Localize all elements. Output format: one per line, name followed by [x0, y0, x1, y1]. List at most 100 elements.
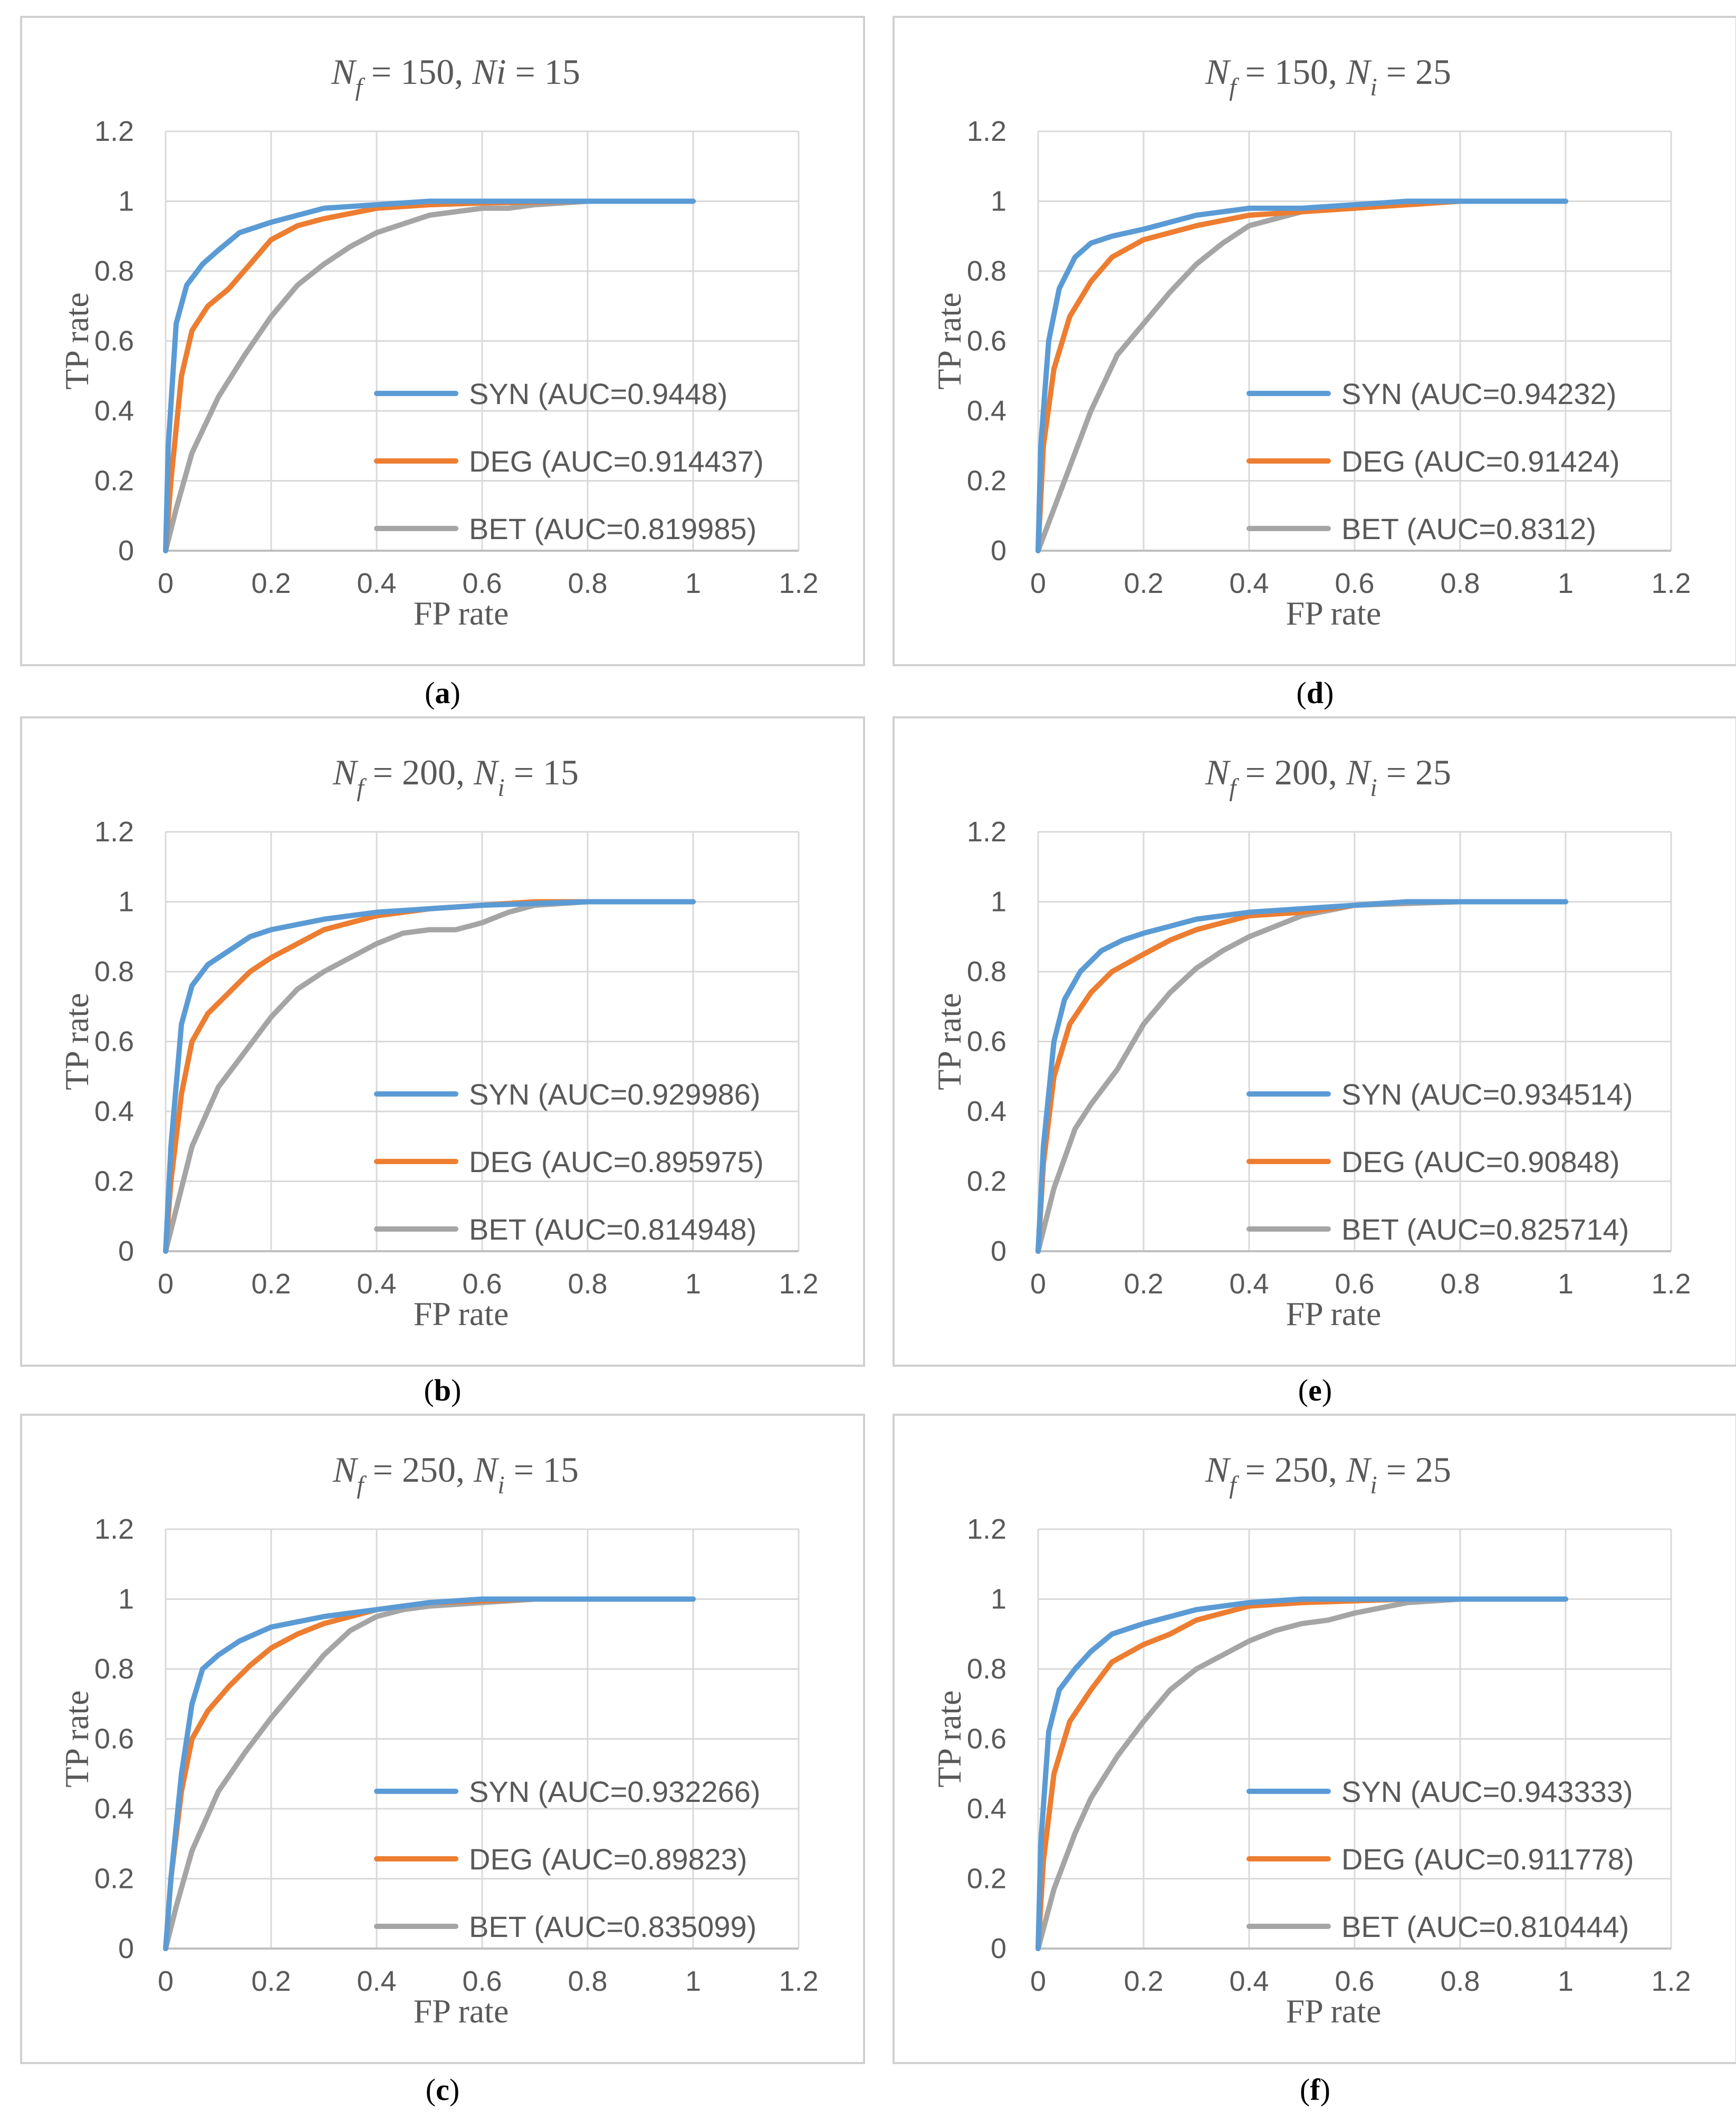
caption-b: (b)	[424, 1373, 462, 1407]
x-tick-label: 1.2	[1651, 1268, 1691, 1300]
series-line-syn	[1035, 198, 1568, 553]
x-axis-title: FP rate	[414, 594, 509, 632]
legend-label-bet: BET (AUC=0.810444)	[1341, 1910, 1629, 1943]
x-axis-title: FP rate	[414, 1295, 509, 1332]
x-tick-label: 0.8	[568, 1965, 607, 1997]
x-tick-label: 1	[685, 1268, 701, 1300]
y-tick-label: 1	[991, 1584, 1006, 1615]
y-tick-label: 1	[118, 886, 134, 918]
x-tick-label: 1.2	[1651, 1965, 1691, 1997]
y-tick-label: 1	[118, 186, 134, 217]
chart-panel-e: 0 0.2 0.4 0.6 0.8 1 1.2 0 0.2 0.4 0.6 0.8 1 1.2 FP rat…	[893, 716, 1736, 1367]
title-end: = 15	[505, 1450, 579, 1490]
caption-a: (a)	[425, 676, 461, 710]
title-n: N	[332, 752, 359, 792]
series-line-deg	[163, 899, 696, 1254]
title-mid: = 150,	[1236, 52, 1346, 92]
legend-label-syn: SYN (AUC=0.934514)	[1341, 1078, 1633, 1111]
title-n: N	[1205, 752, 1231, 792]
series-line-syn	[1035, 1596, 1568, 1951]
x-tick-label: 0.8	[568, 568, 607, 599]
y-tick-label: 1.2	[94, 1513, 134, 1545]
legend-label-bet: BET (AUC=0.825714)	[1341, 1213, 1629, 1246]
legend-label-bet: BET (AUC=0.814948)	[469, 1213, 756, 1246]
roc-chart-f: 0 0.2 0.4 0.6 0.8 1 1.2 0 0.2 0.4 0.6 0.8 1 1.2 FP rat…	[931, 1450, 1691, 2030]
title-end: = 25	[1377, 1450, 1451, 1490]
chart-title: Nf = 200, Ni = 15	[332, 752, 579, 802]
title-i-sub: i	[1370, 1471, 1377, 1499]
title-i: N	[1346, 752, 1372, 792]
roc-chart-e: 0 0.2 0.4 0.6 0.8 1 1.2 0 0.2 0.4 0.6 0.8 1 1.2 FP rat…	[931, 752, 1691, 1332]
series-line-bet	[163, 198, 696, 553]
title-i-sub: i	[497, 774, 504, 802]
x-tick-label: 0	[1030, 1268, 1046, 1300]
roc-chart-d: 0 0.2 0.4 0.6 0.8 1 1.2 0 0.2 0.4 0.6 0.8 1 1.2 FP rat…	[931, 52, 1691, 632]
legend-label-syn: SYN (AUC=0.94232)	[1341, 377, 1616, 410]
x-tick-label: 0.2	[1124, 1268, 1163, 1300]
y-tick-label: 0.8	[94, 956, 134, 987]
x-tick-label: 1	[1558, 1965, 1574, 1997]
x-tick-label: 0.8	[1440, 568, 1480, 599]
x-axis-title: FP rate	[1286, 1992, 1382, 2030]
x-tick-label: 1.2	[779, 568, 818, 599]
legend-label-syn: SYN (AUC=0.932266)	[469, 1775, 761, 1808]
y-tick-label: 0.2	[94, 465, 134, 497]
y-axis-title: TP rate	[58, 1690, 95, 1787]
title-mid: = 250,	[364, 1450, 474, 1490]
title-n: N	[1205, 1450, 1231, 1490]
legend-label-deg: DEG (AUC=0.911778)	[1341, 1843, 1634, 1876]
x-tick-label: 0	[158, 1268, 174, 1300]
x-tick-label: 0.8	[568, 1268, 607, 1300]
title-i-sub: i	[497, 1471, 504, 1499]
x-tick-label: 0.2	[1124, 1965, 1163, 1997]
y-tick-label: 0.2	[94, 1166, 134, 1197]
y-tick-label: 0.4	[94, 1793, 134, 1825]
series-line-bet	[163, 1596, 696, 1951]
x-tick-label: 0.8	[1440, 1965, 1480, 1997]
chart-panel-d: 0 0.2 0.4 0.6 0.8 1 1.2 0 0.2 0.4 0.6 0.8 1 1.2 FP rat…	[893, 16, 1736, 666]
series-line-deg	[163, 1596, 696, 1951]
x-tick-label: 0.4	[1229, 1268, 1269, 1300]
series-line-deg	[1035, 1596, 1568, 1951]
series-line-deg	[1035, 899, 1568, 1254]
chart-panel-b: 0 0.2 0.4 0.6 0.8 1 1.2 0 0.2 0.4 0.6 0.8 1 1.2 FP rat…	[20, 716, 865, 1367]
x-tick-label: 0.8	[1440, 1268, 1480, 1300]
y-tick-label: 0.2	[967, 465, 1006, 497]
roc-chart-c: 0 0.2 0.4 0.6 0.8 1 1.2 0 0.2 0.4 0.6 0.8 1 1.2 FP rat…	[58, 1450, 819, 2030]
legend-label-bet: BET (AUC=0.835099)	[469, 1910, 756, 1943]
legend-label-syn: SYN (AUC=0.9448)	[469, 377, 727, 410]
y-tick-label: 0.2	[967, 1166, 1006, 1197]
x-tick-label: 0.6	[1335, 1965, 1374, 1997]
y-tick-label: 0	[991, 535, 1006, 567]
y-tick-label: 1.2	[94, 816, 134, 848]
y-tick-label: 0	[118, 1235, 134, 1267]
y-tick-label: 1.2	[967, 1513, 1006, 1545]
chart-title: Nf = 150, Ni = 15	[331, 52, 580, 101]
caption-c: (c)	[425, 2073, 460, 2107]
x-axis-title: FP rate	[1286, 594, 1382, 632]
x-tick-label: 0	[158, 568, 174, 599]
y-axis-title: TP rate	[931, 292, 968, 389]
y-tick-label: 0.4	[94, 1096, 134, 1127]
title-n: N	[332, 1450, 359, 1490]
x-tick-label: 0.6	[462, 1965, 502, 1997]
chart-panel-f: 0 0.2 0.4 0.6 0.8 1 1.2 0 0.2 0.4 0.6 0.8 1 1.2 FP rat…	[893, 1414, 1736, 2064]
y-tick-label: 0	[118, 1933, 134, 1964]
caption-d: (d)	[1296, 676, 1334, 710]
title-n: N	[1205, 52, 1231, 92]
title-mid: = 150,	[362, 52, 472, 92]
legend-label-syn: SYN (AUC=0.929986)	[469, 1078, 761, 1111]
x-tick-label: 0.2	[251, 568, 291, 599]
legend-label-deg: DEG (AUC=0.89823)	[469, 1843, 747, 1876]
y-tick-label: 0.8	[94, 1653, 134, 1685]
x-tick-label: 0	[158, 1965, 174, 1997]
x-tick-label: 0.6	[1335, 568, 1374, 599]
y-tick-label: 0.4	[967, 1096, 1006, 1127]
x-tick-label: 0.4	[357, 568, 396, 599]
y-tick-label: 0.2	[967, 1863, 1006, 1895]
y-tick-label: 0.4	[967, 395, 1006, 427]
series-line-deg	[163, 198, 696, 553]
y-tick-label: 1	[118, 1584, 134, 1615]
x-tick-label: 0.4	[357, 1268, 396, 1300]
x-tick-label: 0.4	[357, 1965, 396, 1997]
